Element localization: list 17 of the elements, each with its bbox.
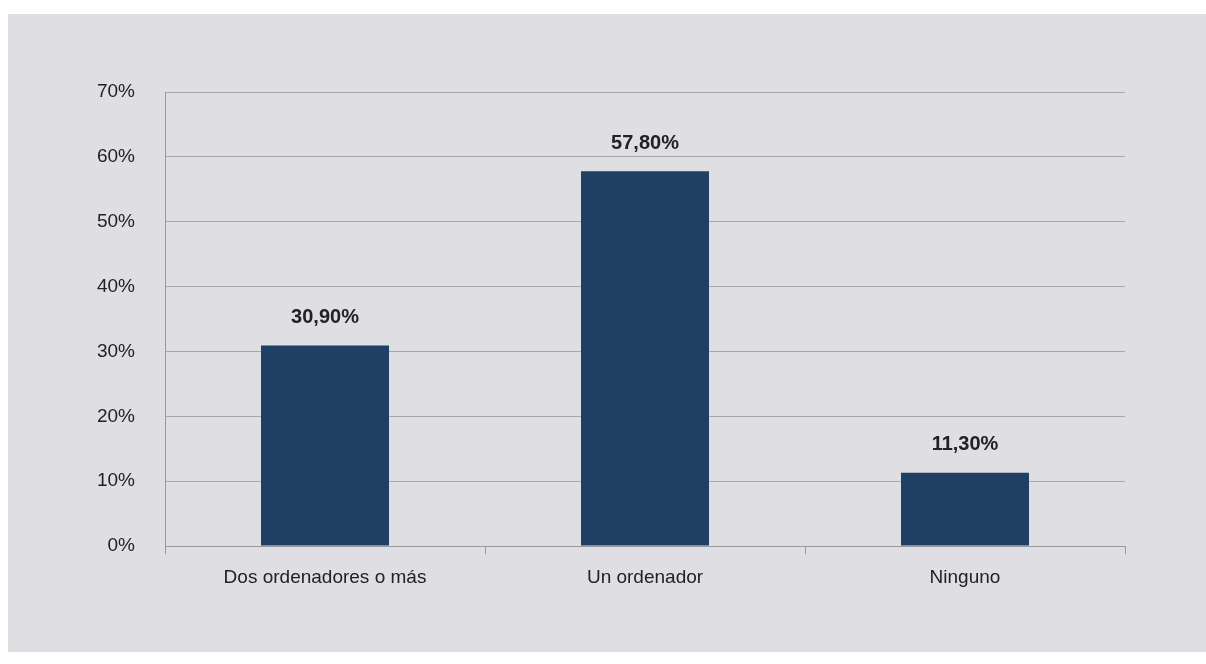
y-tick-label: 60% <box>96 145 136 167</box>
data-label: 11,30% <box>931 432 999 455</box>
y-tick-label: 20% <box>96 404 136 426</box>
y-tick-label: 70% <box>96 80 136 102</box>
bar <box>901 472 1029 546</box>
data-label: 30,90% <box>291 305 360 328</box>
y-tick-label: 40% <box>96 274 136 296</box>
y-tick-label: 50% <box>96 209 136 231</box>
y-tick-label: 10% <box>96 469 136 491</box>
data-label: 57,80% <box>611 130 680 153</box>
y-tick-label: 30% <box>96 339 136 361</box>
y-tick-label: 0% <box>107 534 136 556</box>
bar <box>261 345 389 546</box>
x-tick-label: Un ordenador <box>586 565 704 587</box>
bar <box>581 171 709 546</box>
x-tick-label: Ninguno <box>929 565 1001 587</box>
x-tick-label: Dos ordenadores o más <box>223 565 427 587</box>
